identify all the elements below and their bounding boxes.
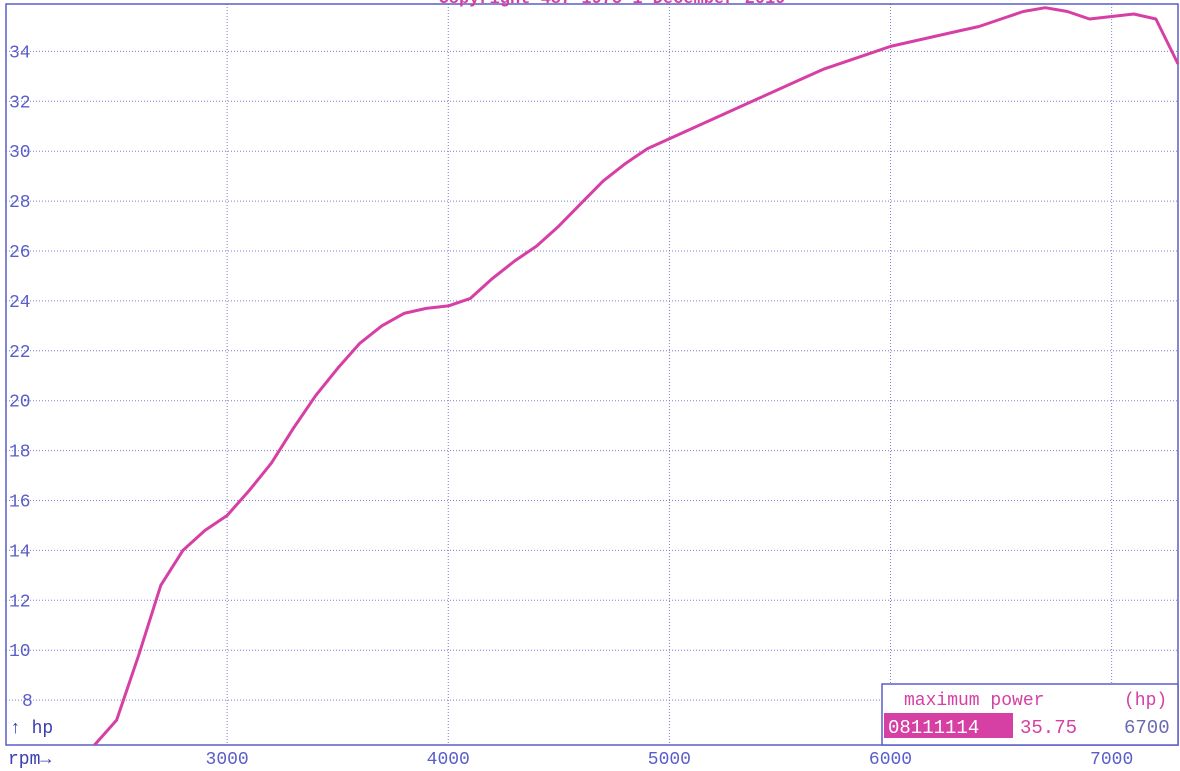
y-tick-label-16: 16: [9, 492, 31, 512]
max-power-rpm: 6700: [1124, 717, 1170, 739]
y-tick-label-10: 10: [9, 642, 31, 662]
x-tick-label-3000: 3000: [206, 750, 249, 770]
max-power-legend: maximum power (hp) 08111114 35.75 6700: [882, 684, 1178, 745]
y-tick-label-32: 32: [9, 93, 31, 113]
y-tick-label-20: 20: [9, 393, 31, 413]
run-id: 08111114: [888, 717, 979, 739]
y-axis-label: ↑ hp: [10, 719, 53, 739]
y-tick-label-34: 34: [9, 43, 31, 63]
x-tick-label-7000: 7000: [1090, 750, 1133, 770]
y-tick-label-22: 22: [9, 343, 31, 363]
y-tick-label-8: 8: [22, 692, 33, 712]
y-tick-label-26: 26: [9, 243, 31, 263]
y-tick-label-30: 30: [9, 143, 31, 163]
legend-heading: maximum power: [904, 691, 1044, 711]
x-tick-label-5000: 5000: [648, 750, 691, 770]
y-tick-label-12: 12: [9, 592, 31, 612]
legend-unit: (hp): [1124, 691, 1167, 711]
x-tick-label-4000: 4000: [427, 750, 470, 770]
x-tick-label-6000: 6000: [869, 750, 912, 770]
x-axis-label: rpm→: [8, 750, 51, 770]
y-tick-label-24: 24: [9, 293, 31, 313]
max-power-value: 35.75: [1020, 717, 1077, 739]
y-tick-label-18: 18: [9, 443, 31, 463]
y-tick-label-14: 14: [9, 542, 31, 562]
chart-title: Copyright 487 1975 1 December 2019: [439, 0, 786, 9]
y-tick-label-28: 28: [9, 193, 31, 213]
